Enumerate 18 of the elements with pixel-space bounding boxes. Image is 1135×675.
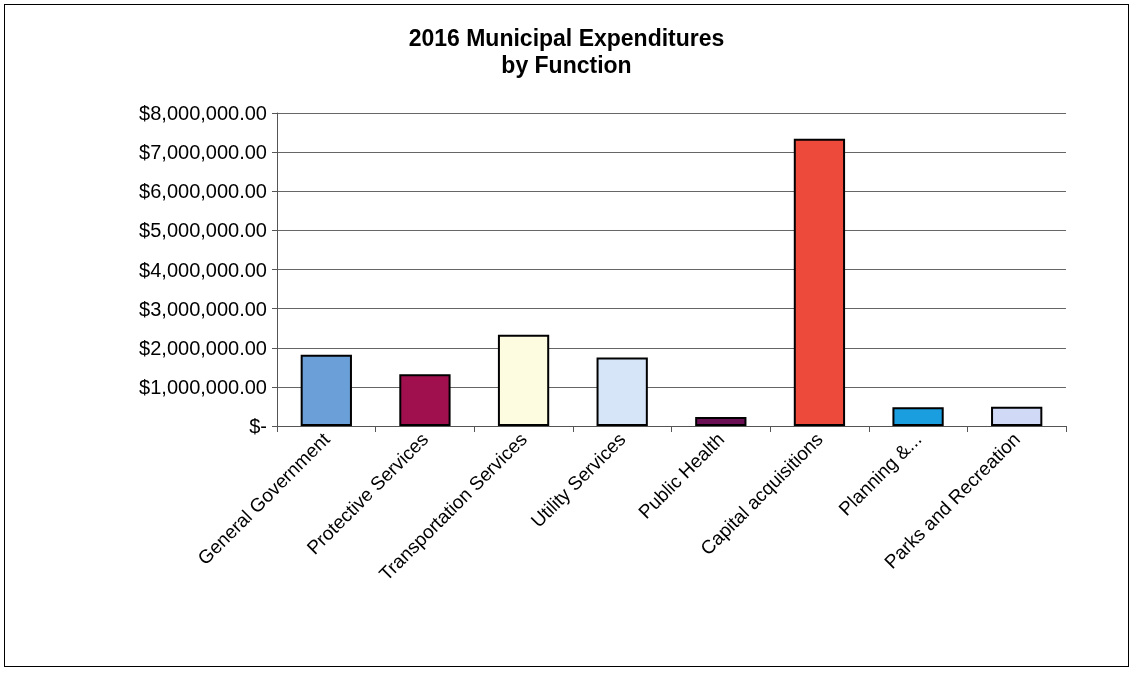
y-tick-label: $5,000,000.00	[139, 219, 267, 242]
y-tick-label: $6,000,000.00	[139, 180, 267, 203]
y-tick-label: $8,000,000.00	[139, 102, 267, 124]
bar	[991, 406, 1043, 426]
bar	[892, 407, 944, 426]
y-tick-label: $-	[249, 415, 267, 437]
bar	[399, 374, 451, 426]
bar	[596, 357, 648, 426]
bar	[300, 354, 352, 426]
bar	[793, 138, 846, 426]
bar	[695, 417, 747, 426]
y-tick-label: $4,000,000.00	[139, 258, 267, 281]
chart-title: 2016 Municipal Expenditures by Function	[408, 24, 725, 78]
y-tick-label: $2,000,000.00	[139, 336, 267, 359]
y-tick-label: $7,000,000.00	[139, 141, 267, 164]
bar	[497, 334, 550, 426]
y-tick-label: $1,000,000.00	[139, 375, 267, 398]
y-tick-label: $3,000,000.00	[139, 297, 267, 320]
